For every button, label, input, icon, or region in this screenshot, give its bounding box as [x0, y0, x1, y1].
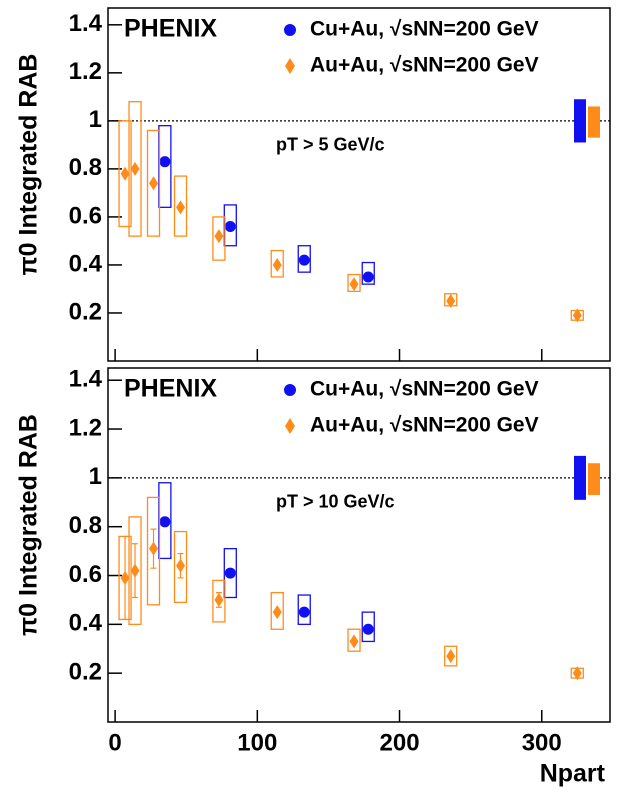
- x-tick-label: 100: [237, 729, 277, 756]
- legend-label: Cu+Au, √sNN=200 GeV: [310, 378, 539, 401]
- data-point: [149, 541, 159, 556]
- y-tick-label: 0.4: [69, 610, 103, 637]
- y-tick-label: 0.6: [69, 202, 102, 229]
- systematic-box: [297, 594, 311, 625]
- normalization-box: [588, 106, 600, 138]
- legend-marker: [285, 58, 295, 74]
- data-point: [176, 558, 186, 573]
- plot-frame: [107, 7, 611, 362]
- data-point: [272, 257, 282, 272]
- systematic-box: [361, 611, 375, 643]
- annotation: pT > 5 GeV/c: [276, 135, 385, 155]
- data-point: [349, 634, 359, 649]
- experiment-label: PHENIX: [124, 375, 217, 403]
- annotation: pT > 10 GeV/c: [276, 492, 395, 512]
- y-tick-label: 0.6: [69, 561, 102, 588]
- plot-frame: [107, 367, 611, 723]
- data-point: [446, 293, 456, 308]
- data-point: [446, 649, 456, 664]
- systematic-box: [297, 245, 311, 273]
- data-point: [224, 567, 236, 579]
- data-point: [349, 277, 359, 292]
- data-point: [362, 623, 374, 635]
- data-point: [159, 156, 171, 168]
- y-tick-label: 1.2: [69, 414, 102, 441]
- systematic-box: [361, 261, 375, 285]
- y-tick-label: 1: [89, 463, 102, 490]
- data-point: [572, 308, 582, 323]
- y-tick-label: 1.2: [69, 58, 102, 85]
- y-tick-label: 1.4: [69, 366, 103, 393]
- systematic-box: [347, 273, 361, 293]
- legend-label: Au+Au, √sNN=200 GeV: [310, 414, 539, 437]
- systematic-box: [212, 579, 226, 623]
- data-point: [159, 516, 171, 528]
- data-point: [298, 606, 310, 618]
- legend-marker: [284, 24, 296, 36]
- data-point: [272, 605, 282, 620]
- systematic-box: [146, 496, 161, 606]
- y-tick-label: 1: [89, 106, 102, 133]
- normalization-box: [574, 455, 586, 500]
- y-axis-label: π0 Integrated RAB: [15, 54, 43, 276]
- legend-label: Cu+Au, √sNN=200 GeV: [310, 18, 539, 41]
- data-point: [120, 166, 130, 181]
- y-axis-label: π0 Integrated RAB: [15, 414, 43, 636]
- systematic-box: [128, 101, 142, 237]
- legend-label: Au+Au, √sNN=200 GeV: [310, 54, 539, 77]
- y-tick-label: 0.2: [69, 298, 102, 325]
- systematic-box: [270, 249, 284, 278]
- normalization-box: [588, 463, 600, 495]
- systematic-box: [118, 120, 132, 228]
- y-tick-label: 0.4: [69, 250, 103, 277]
- experiment-label: PHENIX: [124, 15, 217, 43]
- data-point: [130, 563, 140, 578]
- data-point: [362, 271, 374, 283]
- y-tick-label: 0.2: [69, 659, 102, 686]
- x-tick-label: 300: [522, 729, 562, 756]
- data-point: [572, 666, 582, 681]
- legend-marker: [284, 384, 296, 396]
- systematic-box: [128, 516, 142, 625]
- systematic-box: [270, 591, 284, 630]
- data-point: [130, 161, 140, 176]
- systematic-box: [146, 129, 161, 237]
- data-point: [120, 570, 130, 585]
- data-point: [214, 592, 224, 607]
- data-point: [214, 229, 224, 244]
- y-tick-label: 0.8: [69, 154, 102, 181]
- data-point: [298, 254, 310, 266]
- data-point: [149, 176, 159, 191]
- legend-marker: [285, 418, 295, 434]
- systematic-box: [223, 548, 237, 599]
- data-point: [224, 221, 236, 233]
- x-axis-label: Npart: [540, 760, 606, 788]
- normalization-box: [574, 99, 586, 143]
- x-tick-label: 0: [108, 729, 121, 756]
- systematic-box: [347, 628, 361, 652]
- systematic-box: [173, 175, 188, 237]
- systematic-box: [173, 530, 188, 604]
- x-tick-label: 200: [380, 729, 420, 756]
- systematic-box: [212, 216, 226, 261]
- y-tick-label: 0.8: [69, 512, 102, 539]
- y-tick-label: 1.4: [69, 10, 103, 37]
- data-point: [176, 200, 186, 215]
- systematic-box: [444, 645, 458, 667]
